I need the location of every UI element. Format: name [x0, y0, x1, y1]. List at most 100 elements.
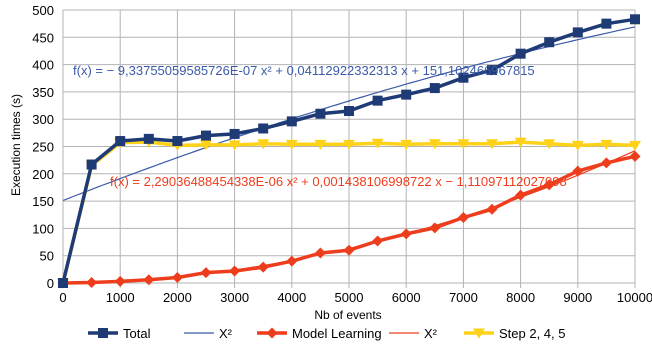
point-total	[86, 159, 97, 170]
legend-item: X²	[389, 326, 438, 341]
point-total	[458, 72, 469, 83]
point-model-learning	[200, 267, 212, 279]
point-model-learning	[314, 247, 326, 259]
point-total	[58, 278, 68, 288]
legend-label: Step 2, 4, 5	[499, 326, 566, 341]
y-tick-label: 0	[47, 276, 54, 291]
point-total	[372, 95, 383, 106]
legend-item: Step 2, 4, 5	[464, 326, 566, 341]
x-tick-label: 8000	[506, 290, 535, 305]
legend-marker	[98, 328, 108, 338]
y-axis-title: Execution times (s)	[9, 94, 23, 196]
legend-label: X²	[424, 326, 438, 341]
point-model-learning	[343, 244, 355, 256]
point-total	[401, 89, 412, 100]
point-model-learning	[143, 274, 155, 286]
point-step-2-4-5	[543, 139, 556, 150]
legend-item: Total	[88, 326, 151, 341]
x-tick-label: 4000	[277, 290, 306, 305]
point-total	[172, 136, 183, 147]
point-total	[201, 130, 211, 141]
point-model-learning	[629, 150, 641, 162]
point-total	[429, 83, 440, 94]
point-total	[344, 106, 354, 117]
y-tick-label: 100	[32, 221, 54, 236]
x-tick-label: 7000	[449, 290, 478, 305]
point-step-2-4-5	[457, 139, 470, 150]
x-tick-label: 0	[59, 290, 66, 305]
x-tick-label: 1000	[106, 290, 135, 305]
point-total	[572, 27, 583, 38]
point-model-learning	[86, 276, 98, 288]
point-model-learning	[372, 235, 384, 247]
y-tick-label: 400	[32, 58, 54, 73]
point-step-2-4-5	[514, 137, 527, 148]
trendline-equation-total: f(x) = − 9,33755059585726E-07 x² + 0,041…	[73, 63, 535, 78]
y-tick-label: 450	[32, 30, 54, 45]
point-model-learning	[515, 189, 527, 201]
point-model-learning	[486, 203, 498, 215]
point-total	[630, 14, 640, 25]
y-tick-label: 300	[32, 112, 54, 127]
point-step-2-4-5	[428, 139, 441, 150]
point-model-learning	[286, 255, 298, 267]
point-step-2-4-5	[228, 140, 241, 151]
y-tick-label: 350	[32, 85, 54, 100]
point-step-2-4-5	[600, 139, 613, 150]
x-tick-label: 3000	[220, 290, 249, 305]
point-model-learning	[171, 272, 183, 284]
y-tick-label: 200	[32, 167, 54, 182]
x-tick-label: 5000	[335, 290, 364, 305]
point-model-learning	[429, 222, 441, 234]
y-tick-label: 50	[40, 249, 54, 264]
y-tick-label: 500	[32, 3, 54, 18]
point-model-learning	[572, 165, 584, 177]
legend-marker	[473, 328, 485, 339]
point-model-learning	[229, 265, 241, 277]
x-tick-label: 10000	[617, 290, 652, 305]
trendline-total	[62, 26, 636, 202]
point-model-learning	[114, 275, 126, 287]
point-total	[515, 48, 526, 59]
point-step-2-4-5	[400, 139, 413, 150]
legend-item: X²	[184, 326, 233, 341]
legend-marker	[266, 327, 278, 339]
point-total	[601, 18, 612, 29]
point-model-learning	[400, 228, 412, 240]
point-total	[115, 136, 126, 147]
point-step-2-4-5	[200, 140, 212, 151]
x-tick-label: 9000	[563, 290, 592, 305]
x-tick-labels: 0 1000 2000 3000 4000 5000 6000 7000 8000 9000 100…	[59, 290, 652, 305]
legend: Total X² Model Learning X² Step 2, 4, 5	[88, 326, 566, 341]
point-total	[229, 128, 240, 139]
trendline-equations: f(x) = − 9,33755059585726E-07 x² + 0,041…	[73, 63, 567, 189]
point-step-2-4-5	[343, 139, 355, 150]
trendline-equation-model-learning: f(x) = 2,29036488454338E-06 x² + 0,00143…	[110, 174, 567, 189]
y-tick-label: 150	[32, 194, 54, 209]
x-tick-label: 2000	[163, 290, 192, 305]
point-model-learning	[457, 211, 469, 223]
series	[57, 14, 641, 289]
point-total	[143, 133, 154, 144]
legend-label: Total	[123, 326, 151, 341]
point-step-2-4-5	[314, 139, 327, 150]
point-model-learning	[543, 179, 555, 191]
point-total	[286, 116, 297, 127]
legend-item: Model Learning	[257, 326, 382, 341]
legend-label: X²	[219, 326, 233, 341]
point-step-2-4-5	[371, 138, 384, 149]
point-total	[315, 108, 326, 119]
point-step-2-4-5	[257, 139, 270, 150]
point-total	[487, 65, 497, 76]
point-total	[258, 123, 269, 134]
point-model-learning	[600, 157, 612, 169]
series-total	[58, 14, 640, 288]
y-tick-label: 250	[32, 140, 54, 155]
x-axis-title: Nb of events	[314, 308, 381, 322]
point-step-2-4-5	[285, 139, 298, 150]
point-step-2-4-5	[629, 140, 641, 151]
x-tick-label: 6000	[392, 290, 421, 305]
point-step-2-4-5	[486, 139, 498, 150]
y-tick-labels: 0 50 100 150 200 250 300 350 400 450 500	[32, 3, 54, 291]
